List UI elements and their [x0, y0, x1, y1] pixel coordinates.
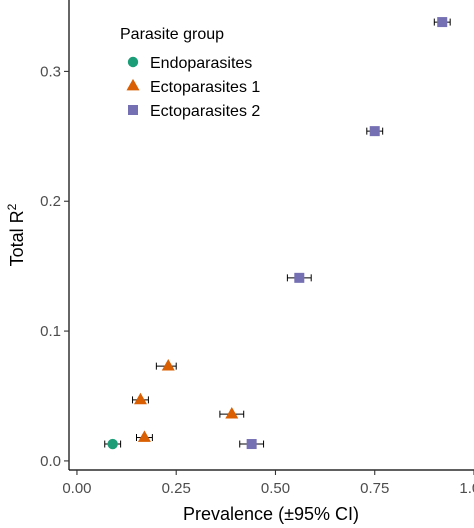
data-point	[133, 392, 147, 405]
x-tick-label: 0.50	[261, 480, 290, 497]
y-tick-label: 0.0	[40, 453, 61, 470]
legend-key	[127, 56, 139, 68]
data-point-group	[433, 17, 451, 28]
data-point-group	[366, 126, 384, 137]
data-point	[246, 439, 257, 450]
data-point-group	[132, 392, 149, 405]
data-point-group	[155, 359, 177, 371]
y-axis-ticks: 0.0 0.1 0.2 0.3	[40, 63, 69, 470]
data-point	[225, 407, 239, 419]
data-point	[369, 126, 380, 137]
x-tick-label: 0.25	[162, 480, 191, 497]
legend-key	[128, 105, 138, 115]
data-points	[104, 17, 451, 450]
legend-label: Ectoparasites 1	[150, 79, 260, 96]
legend-label: Ectoparasites 2	[150, 103, 260, 120]
x-tick-label: 0.00	[62, 480, 91, 497]
data-point-group	[286, 272, 312, 283]
y-axis-title-main: Total R	[7, 210, 27, 266]
data-point-group	[104, 438, 122, 450]
data-point	[161, 359, 175, 371]
legend-items: Endoparasites Ectoparasites 1 Ectoparasite…	[126, 55, 260, 120]
data-point	[107, 438, 118, 450]
data-point-group	[136, 430, 153, 442]
y-tick-label: 0.2	[40, 193, 61, 210]
legend-title: Parasite group	[120, 26, 224, 43]
data-point	[294, 272, 305, 283]
legend-key	[126, 78, 140, 91]
data-point-group	[239, 439, 265, 450]
y-tick-label: 0.1	[40, 323, 61, 340]
legend-label: Endoparasites	[150, 55, 252, 72]
x-axis-title: Prevalence (±95% CI)	[183, 504, 359, 524]
x-axis-ticks: 0.00 0.25 0.50 0.75 1.00	[62, 470, 474, 497]
data-point	[437, 17, 448, 28]
x-tick-label: 0.75	[360, 480, 389, 497]
data-point	[137, 430, 151, 442]
y-axis-title: Total R2	[5, 203, 27, 266]
y-axis-title-superscript: 2	[5, 203, 19, 210]
x-tick-label: 1.00	[459, 480, 474, 497]
legend: Parasite group Endoparasites Ectoparasite…	[120, 26, 260, 120]
y-tick-label: 0.3	[40, 63, 61, 80]
data-point-group	[219, 407, 245, 419]
